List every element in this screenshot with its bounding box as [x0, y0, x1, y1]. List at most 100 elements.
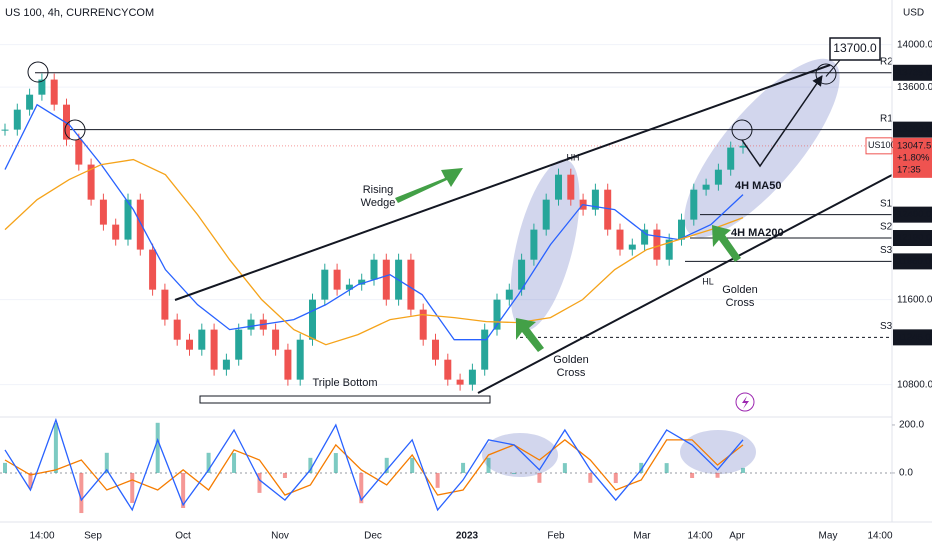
candle: [567, 174, 575, 200]
candle: [456, 379, 464, 385]
histogram-bar: [410, 457, 415, 473]
histogram-bar: [537, 472, 542, 483]
x-tick-label: May: [819, 531, 838, 542]
annotation: Golden: [722, 284, 757, 296]
candle: [198, 329, 206, 350]
price-badge-label: 11245.0: [897, 332, 931, 343]
histogram-bar: [282, 472, 287, 478]
circle-marker: [27, 61, 49, 83]
price-badge: [893, 253, 932, 270]
candle: [628, 244, 636, 250]
candle: [407, 259, 415, 310]
event-icon: [742, 396, 749, 409]
candle: [444, 359, 452, 380]
axis: 14000.0 13600.0 11600.0 10800.0 200.0 0.0 1373…: [29, 39, 932, 542]
arrow: [395, 168, 463, 203]
candle: [63, 104, 70, 140]
annotation: Cross: [726, 297, 755, 309]
y-tick-label: 11600.0: [897, 294, 932, 305]
highlight-ellipse: [684, 58, 840, 238]
candle: [690, 189, 698, 220]
candle: [382, 259, 390, 300]
annotation: HL: [702, 276, 714, 286]
wedge-lower: [477, 174, 893, 394]
grid: [0, 44, 892, 386]
highlight-ellipse: [510, 159, 580, 331]
candle: [542, 199, 550, 230]
candle: [702, 184, 710, 190]
circle-marker: [731, 119, 753, 141]
histogram-bar: [562, 463, 567, 473]
histogram-bar: [384, 457, 389, 473]
annotation: Rising: [363, 184, 394, 196]
candle: [370, 259, 378, 280]
histogram-bar: [333, 453, 338, 473]
candle: [591, 189, 599, 210]
histogram-bar: [155, 422, 160, 473]
candle: [714, 169, 722, 185]
candle: [665, 239, 673, 260]
candle: [173, 319, 181, 340]
candle: [727, 147, 735, 170]
histogram-bar: [53, 423, 58, 473]
symbol-badge: [865, 137, 893, 155]
price-badge-label: 12180.0: [897, 233, 931, 244]
candle: [345, 284, 353, 290]
candle: [75, 139, 83, 165]
price-badge: [893, 121, 932, 138]
histogram-bar: [690, 472, 695, 478]
histogram-bar: [206, 452, 211, 473]
annotation: Golden: [553, 354, 588, 366]
event-icon: [735, 392, 755, 412]
plot: 4H MA50 4H MA200: [1, 73, 784, 391]
candle: [284, 349, 292, 380]
candle: [493, 299, 501, 330]
candle: [518, 259, 526, 290]
candle: [186, 339, 193, 350]
ma50-label: 4H MA50: [735, 180, 781, 192]
price-badge-label: 11960.0: [897, 256, 931, 267]
candle: [309, 299, 316, 340]
candle: [13, 109, 21, 130]
candle: [505, 289, 513, 300]
price-badge-label: 13200.0: [897, 124, 931, 135]
histogram-bar: [3, 462, 7, 473]
candle: [222, 359, 230, 370]
triple-bottom-box: [199, 395, 491, 404]
y-tick-label: 200.0: [899, 420, 924, 431]
histogram-bar: [613, 472, 618, 484]
candle: [739, 145, 747, 148]
candle: [50, 79, 58, 105]
candle: [149, 249, 157, 290]
candle: [1, 129, 9, 131]
candle: [641, 229, 649, 245]
ma200-label: 4H MA200: [731, 227, 784, 239]
histogram-bar: [308, 457, 313, 473]
candle: [481, 329, 489, 370]
histogram-bar: [486, 457, 491, 473]
histogram-bar: [79, 472, 84, 514]
candle: [38, 79, 46, 95]
annotation: Wedge: [361, 197, 396, 209]
target-pointer: [825, 59, 841, 77]
level-name: S2: [880, 222, 893, 233]
last-price-badge: [893, 137, 932, 178]
candle: [235, 329, 243, 360]
level-name: S1: [880, 198, 893, 209]
histogram-bar: [715, 472, 720, 478]
wedge-upper: [174, 64, 831, 301]
level-name: S3: [880, 245, 893, 256]
x-tick-label: 2023: [456, 531, 479, 542]
candle: [272, 329, 280, 350]
last-price-label: 13047.5: [897, 140, 931, 151]
ma50-line: [4, 103, 744, 341]
circle-marker: [64, 119, 86, 141]
annotation: Cross: [557, 367, 586, 379]
x-tick-label: 14:00: [867, 531, 892, 542]
level-name: S3: [880, 321, 893, 332]
price-badge: [893, 230, 932, 247]
target-box: [829, 37, 881, 61]
x-tick-label: 14:00: [29, 531, 54, 542]
y-tick-label: 10800.0: [897, 379, 932, 390]
